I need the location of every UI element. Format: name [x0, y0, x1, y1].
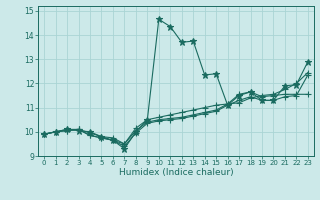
X-axis label: Humidex (Indice chaleur): Humidex (Indice chaleur) [119, 168, 233, 177]
